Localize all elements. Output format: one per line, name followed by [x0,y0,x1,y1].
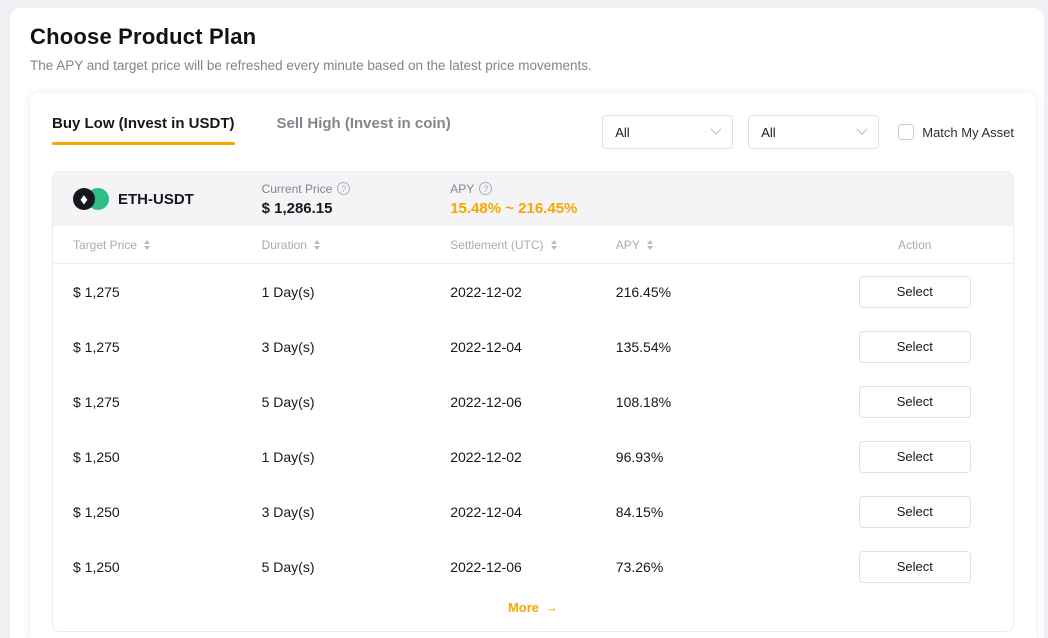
settlement-cell: 2022-12-06 [450,393,522,410]
more-link[interactable]: More → [508,600,558,615]
apy-cell: APY ? 15.48% ~ 216.45% [450,182,616,217]
settlement-cell: 2022-12-04 [450,338,522,355]
column-header-duration[interactable]: Duration [262,238,451,252]
filter-dropdown-1[interactable]: All [602,115,734,149]
product-plan-card: Buy Low (Invest in USDT) Sell High (Inve… [30,93,1036,638]
tab-sell-high[interactable]: Sell High (Invest in coin) [277,115,451,145]
more-label: More [507,600,540,615]
checkbox-icon[interactable] [898,124,915,140]
table-row: $ 1,250 3 Day(s) 2022-12-04 84.15% Selec… [53,484,1013,539]
pair-cell: ◆ ETH-USDT [73,188,262,210]
current-price-cell: Current Price ? $ 1,286.15 [262,182,451,217]
table-header-row: Target Price Duration Settlement (UTC) A… [53,226,1013,264]
filters: All All Match My Asset [602,115,1014,149]
filter-dropdown-2-value: All [761,124,776,140]
select-button[interactable]: Select [858,440,971,473]
column-header-action: Action [898,237,932,252]
apy-range-value: 15.48% ~ 216.45% [450,199,578,217]
more-row: More → [53,594,1013,631]
sort-icon[interactable] [144,239,151,250]
select-button[interactable]: Select [858,550,971,583]
duration-cell: 3 Day(s) [261,503,315,520]
table-row: $ 1,250 5 Day(s) 2022-12-06 73.26% Selec… [53,539,1013,594]
tab-buy-low-label: Buy Low (Invest in USDT) [52,115,235,132]
target-price-cell: $ 1,275 [73,338,120,355]
chevron-down-icon [856,123,868,135]
sort-icon[interactable] [550,239,557,250]
product-table: ◆ ETH-USDT Current Price ? $ 1,286.15 AP… [52,171,1014,632]
apy-cell: 84.15% [615,503,664,520]
apy-cell: 216.45% [615,283,672,300]
select-button[interactable]: Select [858,385,971,418]
arrow-right-icon: → [545,600,559,615]
duration-cell: 5 Day(s) [261,558,315,575]
sort-icon[interactable] [646,239,653,250]
settlement-cell: 2022-12-02 [450,283,522,300]
target-price-cell: $ 1,275 [73,393,120,410]
select-button[interactable]: Select [858,495,971,528]
card-header: Buy Low (Invest in USDT) Sell High (Inve… [52,115,1014,149]
duration-cell: 3 Day(s) [261,338,315,355]
apy-label: APY [450,181,475,196]
current-price-value: $ 1,286.15 [261,199,333,217]
select-button[interactable]: Select [858,330,971,363]
info-icon[interactable]: ? [479,182,493,195]
pair-name: ETH-USDT [118,190,194,208]
column-header-apy[interactable]: APY [616,238,837,252]
table-row: $ 1,250 1 Day(s) 2022-12-02 96.93% Selec… [53,429,1013,484]
settlement-cell: 2022-12-02 [450,448,522,465]
target-price-cell: $ 1,250 [73,448,120,465]
tab-sell-high-label: Sell High (Invest in coin) [276,115,451,132]
table-row: $ 1,275 1 Day(s) 2022-12-02 216.45% Sele… [53,264,1013,319]
target-price-cell: $ 1,250 [73,558,120,575]
apy-cell: 73.26% [615,558,664,575]
duration-cell: 5 Day(s) [261,393,315,410]
column-header-target-price[interactable]: Target Price [73,238,262,252]
target-price-cell: $ 1,275 [73,283,120,300]
duration-cell: 1 Day(s) [261,283,315,300]
page-subtitle: The APY and target price will be refresh… [30,58,592,73]
select-button[interactable]: Select [858,275,971,308]
sort-icon[interactable] [313,239,320,250]
filter-dropdown-1-value: All [615,124,630,140]
apy-cell: 96.93% [615,448,664,465]
table-row: $ 1,275 5 Day(s) 2022-12-06 108.18% Sele… [53,374,1013,429]
tabs: Buy Low (Invest in USDT) Sell High (Inve… [52,115,451,145]
chevron-down-icon [710,123,722,135]
column-header-settlement[interactable]: Settlement (UTC) [450,238,616,252]
settlement-cell: 2022-12-04 [450,503,522,520]
duration-cell: 1 Day(s) [261,448,315,465]
info-icon[interactable]: ? [337,182,351,195]
pair-coin-icons: ◆ [73,188,109,210]
eth-coin-icon: ◆ [73,188,95,210]
match-my-asset-label: Match My Asset [922,124,1014,140]
table-row: $ 1,275 3 Day(s) 2022-12-04 135.54% Sele… [53,319,1013,374]
pair-header-row: ◆ ETH-USDT Current Price ? $ 1,286.15 AP… [53,172,1013,226]
page-title: Choose Product Plan [30,24,257,49]
tab-buy-low[interactable]: Buy Low (Invest in USDT) [52,115,235,145]
settlement-cell: 2022-12-06 [450,558,522,575]
filter-dropdown-2[interactable]: All [748,115,880,149]
product-plan-section: Choose Product Plan The APY and target p… [10,8,1044,638]
current-price-label: Current Price [261,181,333,196]
match-my-asset-toggle[interactable]: Match My Asset [898,124,1014,140]
target-price-cell: $ 1,250 [73,503,120,520]
apy-cell: 108.18% [615,393,672,410]
apy-cell: 135.54% [615,338,672,355]
